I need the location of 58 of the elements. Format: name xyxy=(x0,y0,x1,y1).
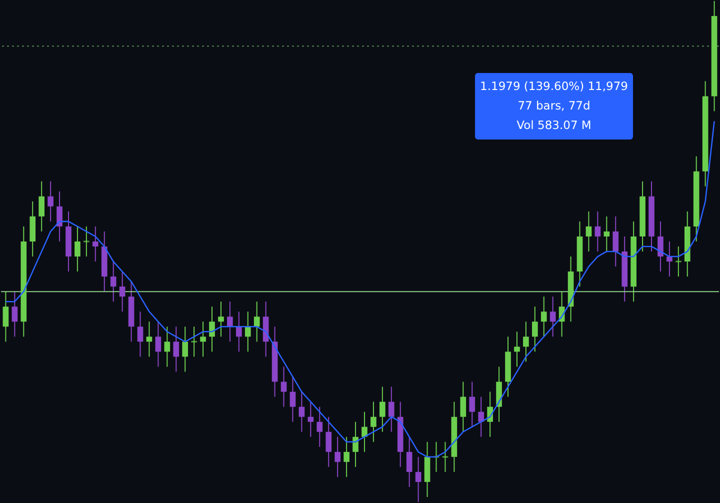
candlestick xyxy=(244,311,251,352)
candlestick xyxy=(227,301,233,342)
candlestick xyxy=(658,220,664,272)
candlestick xyxy=(469,381,476,428)
candlestick xyxy=(137,311,144,358)
candlestick xyxy=(84,226,90,258)
candlestick xyxy=(74,226,80,272)
candlestick xyxy=(56,190,62,242)
candlestick xyxy=(48,180,54,222)
candlestick xyxy=(478,396,484,438)
candlestick xyxy=(308,401,314,438)
annotation: 77 bars, 77d xyxy=(518,98,590,112)
candlestick xyxy=(236,311,242,352)
candlestick xyxy=(326,416,332,468)
candlestick xyxy=(12,291,18,338)
candlestick xyxy=(352,421,358,468)
candlestick xyxy=(514,331,520,368)
candlestick xyxy=(316,406,323,448)
candlestick xyxy=(380,386,386,432)
candlestick xyxy=(344,436,350,478)
candlestick xyxy=(550,296,556,338)
candlestick xyxy=(460,381,466,432)
candlestick xyxy=(290,376,296,422)
candlestick xyxy=(92,226,98,262)
annotation: Vol 583.07 M xyxy=(516,118,592,132)
candlestick xyxy=(388,386,394,432)
candlestick xyxy=(164,326,170,368)
candlestick xyxy=(540,296,547,338)
candlestick xyxy=(334,436,340,478)
candlestick xyxy=(532,306,538,352)
candlestick xyxy=(612,216,619,268)
candlestick xyxy=(280,366,287,408)
candlestick xyxy=(442,441,448,472)
candlestick xyxy=(370,401,376,442)
candlestick xyxy=(218,301,224,338)
candlestick xyxy=(604,216,610,252)
candlestick xyxy=(173,326,180,372)
candlestick xyxy=(362,411,368,452)
candlestick xyxy=(119,271,126,312)
candlestick xyxy=(209,306,215,352)
candlestick xyxy=(200,321,206,358)
candlestick xyxy=(523,321,529,362)
candlestick xyxy=(406,436,412,488)
candlestick xyxy=(676,246,682,278)
candlestick xyxy=(586,210,592,252)
candlestick xyxy=(666,240,672,278)
candlestick xyxy=(191,326,197,358)
candlestick xyxy=(110,261,116,302)
annotation: 1.1979 (139.60%) 11,979 xyxy=(480,78,628,93)
candlestick xyxy=(182,326,188,372)
candlestick xyxy=(38,180,44,232)
candlestick xyxy=(594,210,601,252)
candlestick xyxy=(2,291,9,342)
candlestick xyxy=(146,321,152,358)
candlestick xyxy=(415,456,422,502)
candlestick xyxy=(155,321,162,368)
candlestick xyxy=(298,391,305,432)
candlestick xyxy=(254,301,260,342)
